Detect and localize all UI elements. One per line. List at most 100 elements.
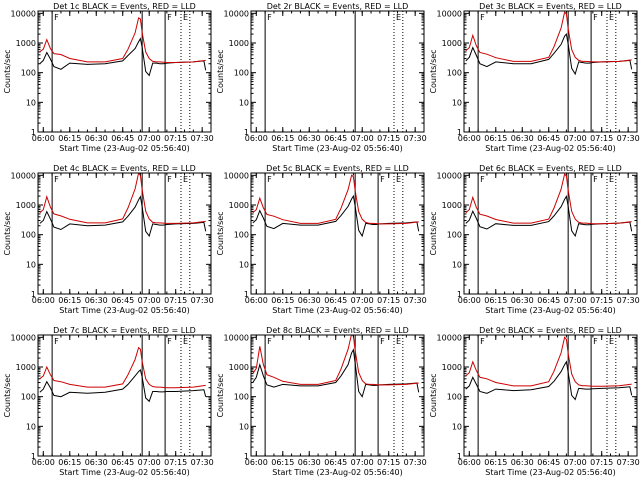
y-tick-label: 1000 — [16, 39, 36, 48]
y-tick-label: 1 — [31, 128, 36, 137]
plot-title: Det 9c BLACK = Events, RED = LLD — [479, 326, 622, 335]
y-tick-label: 10 — [452, 422, 462, 431]
y-tick-label: 10 — [452, 260, 462, 269]
marker-label: F — [267, 13, 272, 22]
x-tick-label: 07:15 — [590, 134, 613, 143]
y-axis-label: Counts/sec — [429, 373, 438, 417]
x-axis-label: Start Time (23-Aug-02 05:56:40) — [485, 144, 616, 153]
plot-panel: Det 1c BLACK = Events, RED = LLD F F E 1 10 10… — [3, 2, 214, 153]
y-tick-label: 100 — [234, 69, 249, 78]
y-axis-label: Counts/sec — [3, 49, 12, 93]
x-axis-label: Start Time (23-Aug-02 05:56:40) — [59, 306, 190, 315]
x-axis-label: Start Time (23-Aug-02 05:56:40) — [485, 306, 616, 315]
y-tick-label: 1 — [244, 290, 249, 299]
x-tick-label: 06:00 — [32, 458, 55, 467]
x-tick-label: 07:15 — [164, 296, 187, 305]
y-axis-label: Counts/sec — [216, 49, 225, 93]
marker-label: F — [267, 175, 272, 184]
x-axis-label: Start Time (23-Aug-02 05:56:40) — [272, 144, 403, 153]
x-axis-label: Start Time (23-Aug-02 05:56:40) — [272, 468, 403, 477]
y-tick-label: 1000 — [442, 201, 462, 210]
marker-label: E — [609, 13, 614, 22]
plot-frame — [37, 172, 212, 295]
x-tick-label: 07:30 — [404, 458, 427, 467]
y-axis-label: Counts/sec — [216, 373, 225, 417]
series-lld-line — [252, 174, 419, 225]
plot-title: Det 8c BLACK = Events, RED = LLD — [266, 326, 409, 335]
y-tick-label: 10000 — [224, 333, 249, 342]
y-tick-label: 10 — [26, 260, 36, 269]
y-tick-label: 100 — [21, 393, 36, 402]
marker-label: E — [396, 13, 401, 22]
marker-label: E — [396, 337, 401, 346]
y-tick-label: 1000 — [229, 201, 249, 210]
plot-panel: Det 7c BLACK = Events, RED = LLD F F E 1 10 10… — [3, 326, 214, 477]
plot-title: Det 1c BLACK = Events, RED = LLD — [53, 2, 196, 11]
x-tick-label: 06:30 — [298, 458, 321, 467]
y-axis-label: Counts/sec — [216, 211, 225, 255]
series-lld-line — [252, 335, 419, 386]
x-tick-label: 06:45 — [324, 296, 347, 305]
series-events-line — [39, 37, 207, 77]
x-tick-label: 06:30 — [298, 296, 321, 305]
plot-frame — [37, 10, 212, 133]
x-tick-label: 07:00 — [138, 296, 161, 305]
x-tick-label: 06:45 — [111, 134, 134, 143]
x-tick-label: 07:00 — [564, 458, 587, 467]
x-tick-label: 06:00 — [458, 134, 481, 143]
x-tick-label: 07:00 — [564, 134, 587, 143]
x-tick-label: 07:15 — [377, 458, 400, 467]
marker-label: F — [380, 337, 385, 346]
y-tick-label: 100 — [21, 69, 36, 78]
plot-frame — [250, 10, 425, 133]
x-tick-label: 07:30 — [617, 296, 640, 305]
plot-title: Det 3c BLACK = Events, RED = LLD — [479, 2, 622, 11]
x-tick-label: 07:30 — [191, 458, 214, 467]
x-tick-label: 06:15 — [271, 296, 294, 305]
y-tick-label: 10000 — [437, 171, 462, 180]
y-tick-label: 10 — [452, 98, 462, 107]
x-tick-label: 06:30 — [85, 134, 108, 143]
y-tick-label: 10 — [239, 260, 249, 269]
series-events-line — [465, 360, 633, 401]
x-tick-label: 07:00 — [138, 134, 161, 143]
plot-frame — [37, 334, 212, 457]
series-lld-line — [39, 17, 206, 63]
marker-label: F — [167, 13, 172, 22]
y-axis-label: Counts/sec — [3, 211, 12, 255]
x-tick-label: 06:15 — [484, 296, 507, 305]
x-tick-label: 07:15 — [164, 134, 187, 143]
y-tick-label: 10000 — [437, 9, 462, 18]
x-tick-label: 07:00 — [564, 296, 587, 305]
marker-label: F — [267, 337, 272, 346]
series-events-line — [465, 194, 633, 238]
x-tick-label: 07:15 — [590, 458, 613, 467]
marker-label: F — [54, 13, 59, 22]
x-tick-label: 06:30 — [85, 296, 108, 305]
x-axis-label: Start Time (23-Aug-02 05:56:40) — [59, 144, 190, 153]
y-tick-label: 1 — [31, 290, 36, 299]
x-tick-label: 06:45 — [324, 134, 347, 143]
marker-label: E — [183, 337, 188, 346]
marker-label: F — [593, 175, 598, 184]
plot-panel: Det 3c BLACK = Events, RED = LLD F F E 1 10 10… — [429, 2, 640, 153]
plot-title: Det 5c BLACK = Events, RED = LLD — [266, 164, 409, 173]
x-tick-label: 07:30 — [617, 458, 640, 467]
y-tick-label: 100 — [447, 231, 462, 240]
x-tick-label: 06:30 — [85, 458, 108, 467]
x-tick-label: 06:15 — [58, 296, 81, 305]
plot-panel: Det 5c BLACK = Events, RED = LLD F F E 1 10 10… — [216, 164, 427, 315]
x-tick-label: 06:00 — [458, 458, 481, 467]
y-tick-label: 100 — [447, 393, 462, 402]
x-tick-label: 06:00 — [245, 296, 268, 305]
marker-label: F — [593, 337, 598, 346]
marker-label: F — [480, 13, 485, 22]
x-tick-label: 07:00 — [351, 458, 374, 467]
marker-label: E — [609, 337, 614, 346]
y-tick-label: 10 — [239, 422, 249, 431]
x-tick-label: 06:30 — [511, 134, 534, 143]
y-axis-label: Counts/sec — [429, 49, 438, 93]
y-tick-label: 10000 — [224, 9, 249, 18]
x-axis-label: Start Time (23-Aug-02 05:56:40) — [485, 468, 616, 477]
marker-label: E — [183, 13, 188, 22]
